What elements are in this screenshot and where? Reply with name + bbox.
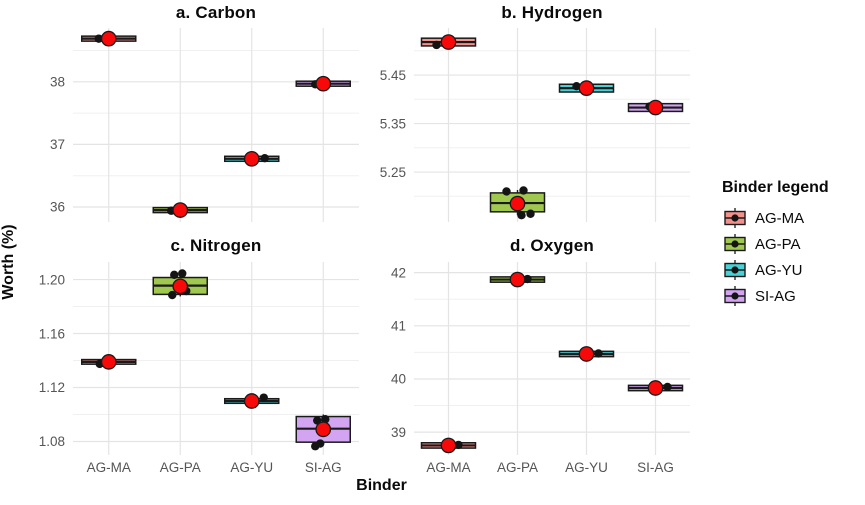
mean-point [647, 99, 664, 116]
legend-items: AG-MA AG-PA AG-YU SI-AG [722, 205, 862, 309]
jitter-point [432, 40, 441, 50]
legend-item-label: AG-YU [755, 261, 803, 279]
y-tick-label: 38 [50, 75, 65, 90]
y-tick-label: 41 [391, 319, 406, 334]
jitter-point [321, 415, 330, 424]
mean-point [172, 202, 189, 218]
legend-item-label: AG-PA [755, 235, 801, 253]
mean-point [243, 150, 260, 167]
jitter-point [168, 290, 177, 300]
mean-point [100, 354, 117, 370]
boxplot-si-ag [627, 99, 684, 116]
mean-point [578, 346, 595, 362]
jitter-point [454, 440, 463, 450]
panel-c: 1.08 1.12 1.16 1.20 AG-MA AG-PA AG-YU SI-AG [39, 262, 359, 475]
legend-key-boxplot-icon [724, 260, 746, 280]
panel-d: 39 40 41 42 AG-MA AG-PA AG-YU SI-AG [391, 262, 690, 475]
jitter-point [523, 274, 532, 284]
panel-title-carbon: a. Carbon [175, 3, 257, 22]
x-tick-label: SI-AG [637, 460, 674, 475]
jitter-point [502, 187, 511, 196]
x-tick-label: SI-AG [305, 460, 342, 475]
mean-point [578, 80, 595, 96]
y-tick-label: 1.16 [39, 326, 65, 341]
mean-point [509, 271, 526, 288]
y-tick-label: 1.08 [39, 434, 65, 449]
y-tick-label: 42 [391, 265, 406, 280]
boxplot-ag-pa [152, 269, 208, 300]
boxplot-ag-pa [489, 271, 546, 288]
boxplot-ag-ma [81, 354, 137, 370]
x-tick-label: AG-MA [87, 460, 131, 475]
jitter-point [572, 82, 581, 91]
y-tick-label: 37 [50, 137, 65, 152]
x-tick-label: AG-PA [160, 460, 201, 475]
jitter-point [94, 34, 103, 43]
boxplot-ag-pa [152, 202, 208, 218]
panel-title-hydrogen: b. Hydrogen [501, 3, 603, 22]
jitter-point [259, 393, 268, 402]
legend-item-label: AG-MA [755, 209, 805, 227]
mean-point [243, 393, 260, 409]
panel-b: 5.25 5.35 5.45 [380, 28, 690, 222]
boxplot-ag-yu [224, 150, 280, 167]
legend: Binder legend AG-MA AG-PA AG-YU SI-AG [722, 179, 862, 309]
legend-key-boxplot-icon [724, 234, 746, 254]
boxplot-ag-ma [420, 437, 477, 454]
mean-point [509, 195, 526, 212]
y-tick-label: 1.12 [39, 380, 65, 395]
x-tick-label: AG-YU [565, 460, 608, 475]
jitter-point [517, 211, 526, 220]
jitter-point [178, 269, 187, 278]
mean-point [315, 75, 332, 92]
panel-a: 36 37 38 [50, 28, 359, 222]
boxplot-si-ag [295, 414, 351, 451]
y-tick-label: 5.45 [380, 68, 406, 83]
jitter-point [260, 153, 269, 163]
boxplot-ag-yu [224, 393, 280, 409]
y-tick-label: 1.20 [39, 272, 65, 287]
x-tick-label: AG-PA [497, 460, 538, 475]
jitter-point [663, 382, 672, 392]
legend-item-ag-pa: AG-PA [722, 231, 862, 257]
jitter-point [316, 439, 325, 448]
legend-key-boxplot-icon [724, 208, 746, 228]
mean-point [315, 421, 332, 438]
mean-point [172, 278, 189, 295]
jitter-point [594, 349, 603, 358]
mean-point [440, 437, 457, 454]
panel-title-nitrogen: c. Nitrogen [170, 236, 262, 255]
mean-point [100, 30, 117, 47]
boxplot-ag-ma [81, 30, 137, 47]
x-tick-label: AG-YU [230, 460, 273, 475]
jitter-point [526, 209, 535, 218]
x-tick-label: AG-MA [426, 460, 470, 475]
boxplot-si-ag [295, 75, 351, 92]
boxplot-si-ag [627, 380, 684, 396]
mean-point [647, 380, 664, 396]
legend-title: Binder legend [722, 179, 829, 196]
mean-point [440, 34, 457, 50]
y-tick-label: 5.35 [380, 116, 406, 131]
y-tick-label: 39 [391, 425, 406, 440]
y-axis-title: Worth (%) [0, 224, 17, 300]
x-axis-title: Binder [356, 477, 407, 494]
y-tick-label: 5.25 [380, 165, 406, 180]
y-tick-label: 36 [50, 200, 65, 215]
jitter-point [170, 270, 179, 280]
boxplot-ag-yu [558, 80, 615, 96]
legend-key-boxplot-icon [724, 286, 746, 306]
y-tick-label: 40 [391, 372, 406, 387]
boxplot-ag-pa [489, 186, 546, 220]
boxplot-ag-ma [420, 34, 477, 50]
legend-item-ag-yu: AG-YU [722, 257, 862, 283]
legend-item-si-ag: SI-AG [722, 283, 862, 309]
panel-title-oxygen: d. Oxygen [510, 236, 594, 255]
boxplot-ag-yu [558, 346, 615, 362]
jitter-point [519, 186, 528, 195]
legend-item-label: SI-AG [755, 287, 796, 305]
legend-item-ag-ma: AG-MA [722, 205, 862, 231]
